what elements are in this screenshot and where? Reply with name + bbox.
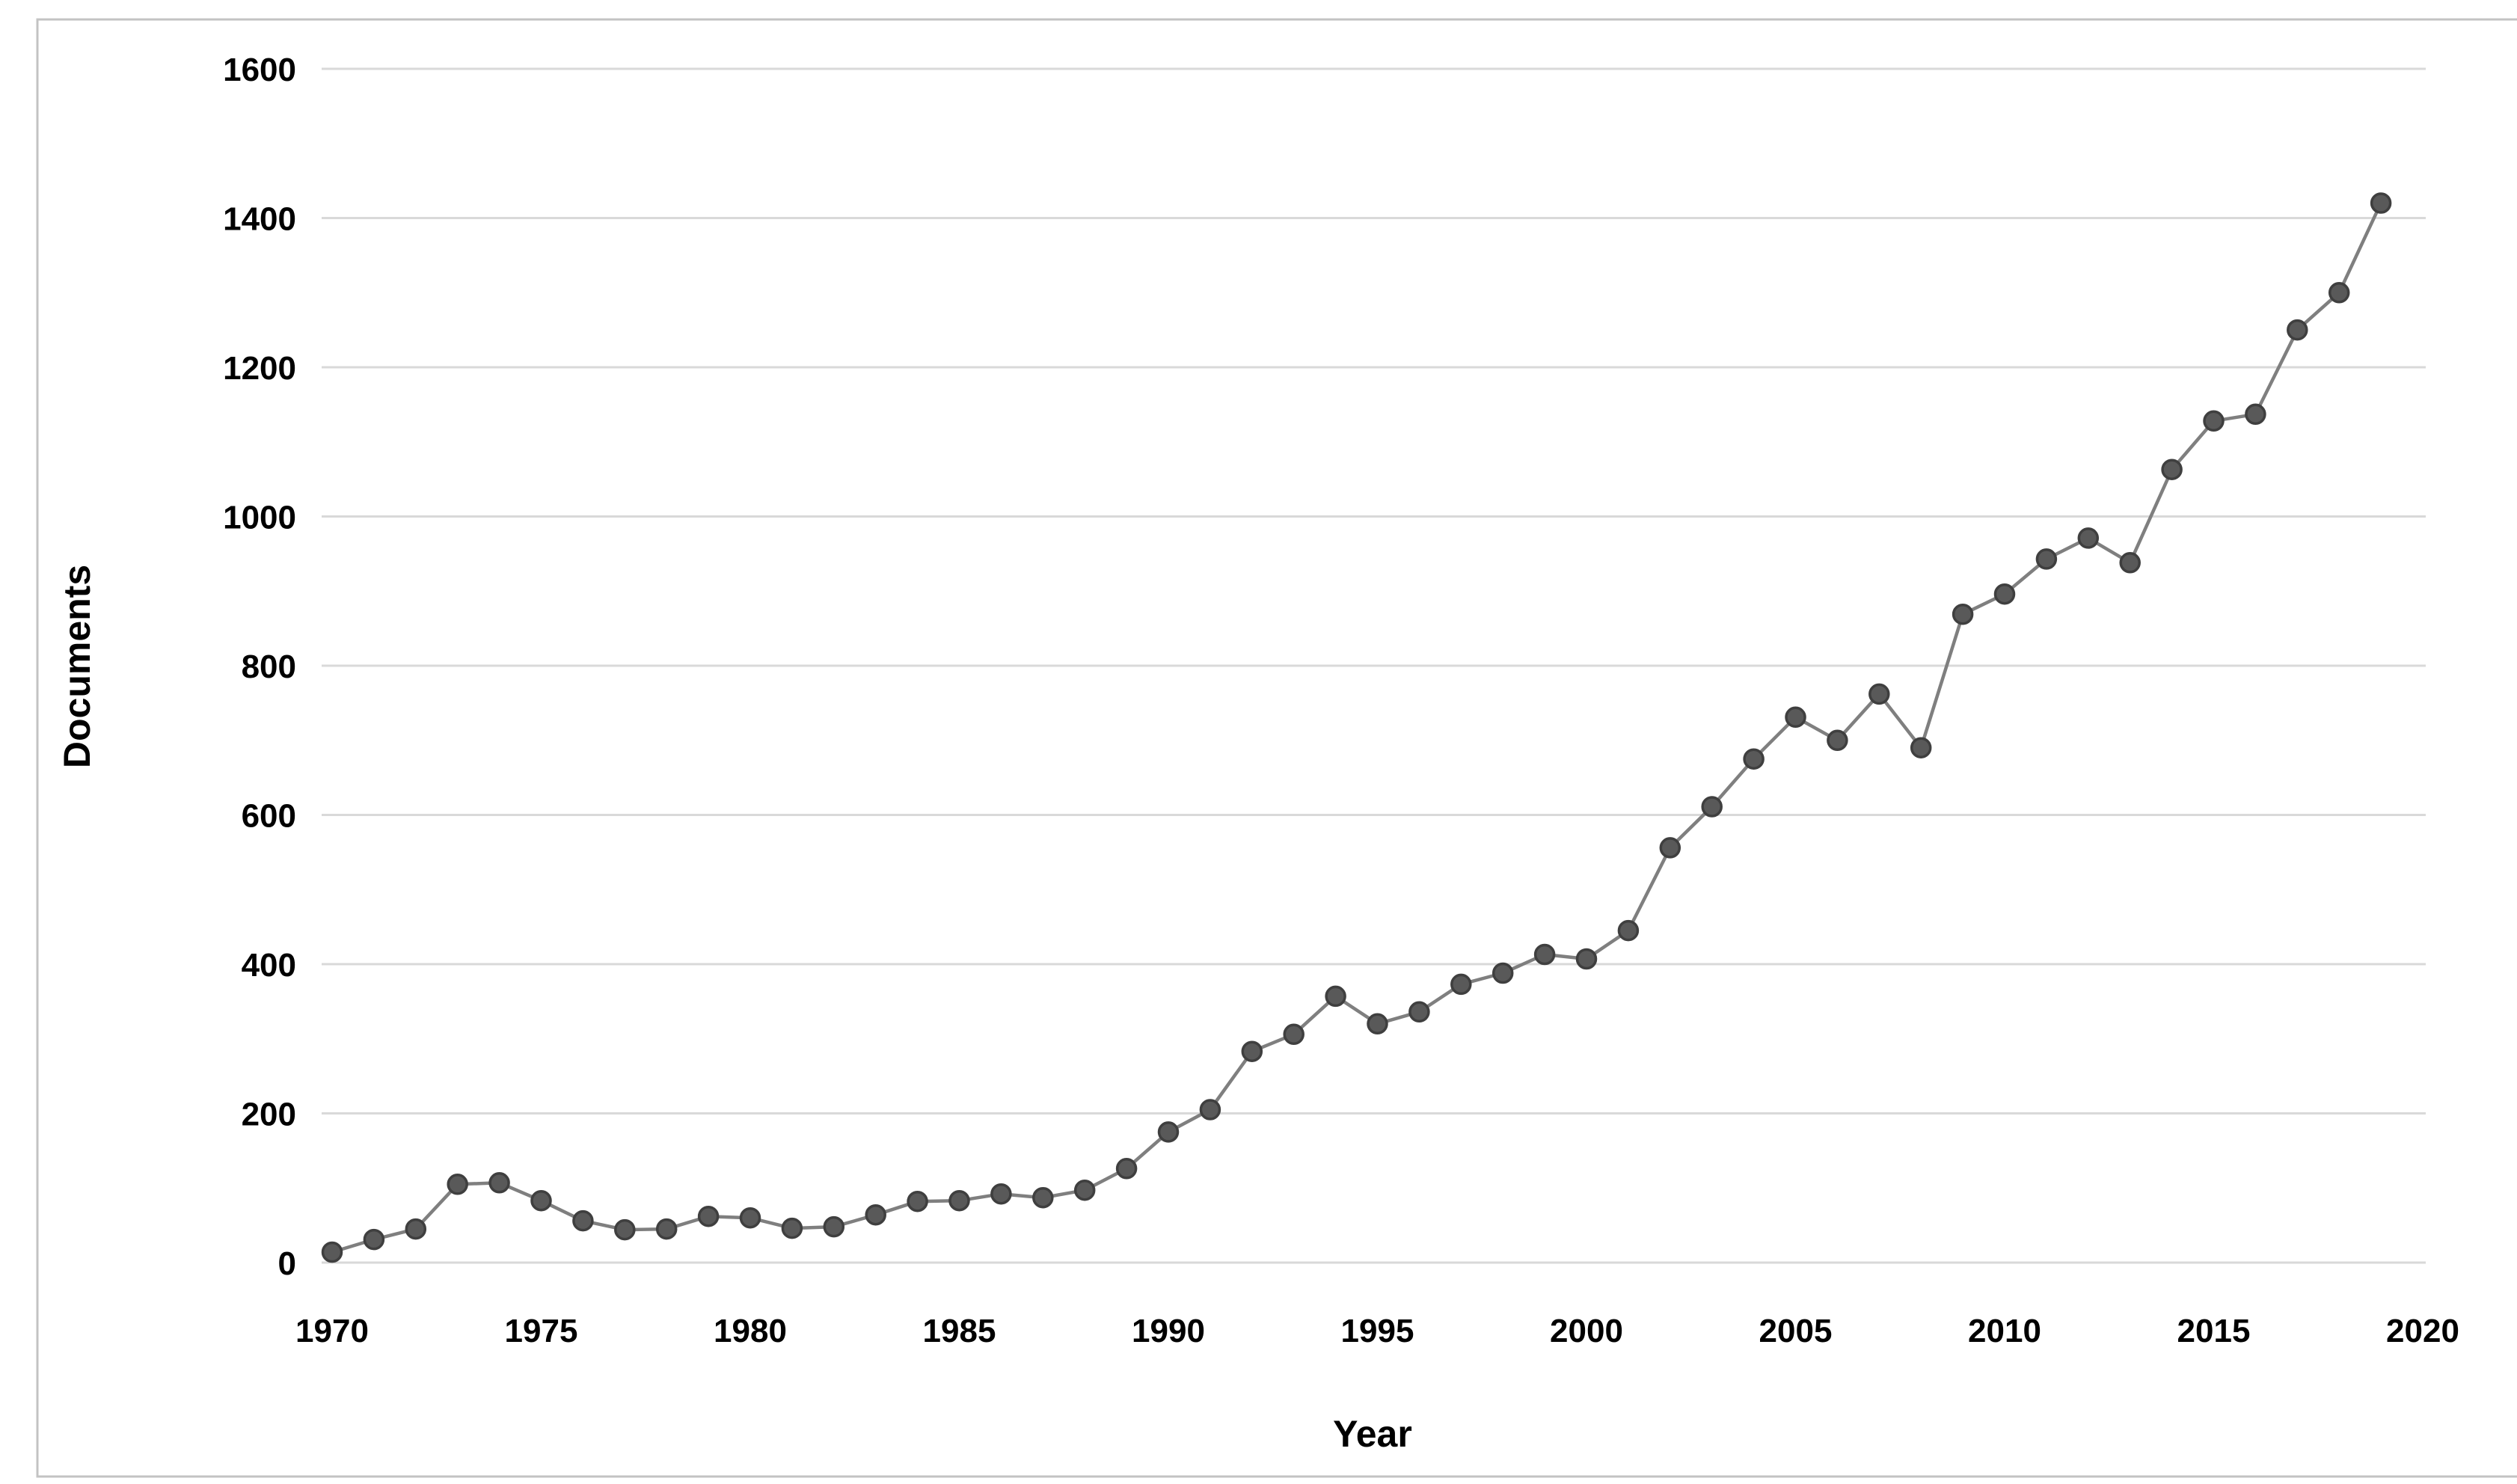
data-point-2011 (2035, 548, 2058, 570)
x-tick-label-2010: 2010 (1968, 1313, 2041, 1349)
data-point-1988 (1073, 1179, 1096, 1201)
data-point-2000 (1575, 948, 1598, 970)
x-axis-title: Year (1333, 1413, 1412, 1455)
data-point-1979 (697, 1205, 720, 1227)
data-point-1981 (781, 1217, 803, 1239)
data-point-2017 (2287, 319, 2308, 341)
data-point-1986 (990, 1183, 1012, 1205)
data-point-1997 (1450, 973, 1472, 996)
data-point-2010 (1993, 583, 2016, 605)
data-point-1970 (321, 1241, 343, 1263)
data-point-2014 (2161, 459, 2183, 480)
data-point-1975 (530, 1189, 552, 1212)
y-tick-label-0: 0 (278, 1245, 296, 1282)
x-tick-label-2015: 2015 (2177, 1313, 2251, 1349)
x-tick-label-2000: 2000 (1550, 1313, 1623, 1349)
y-tick-label-400: 400 (242, 947, 296, 984)
x-tick-label-1970: 1970 (295, 1313, 369, 1349)
y-tick-label-200: 200 (242, 1097, 296, 1133)
data-point-1993 (1283, 1023, 1305, 1046)
data-point-1980 (739, 1206, 761, 1229)
x-tick-label-2020: 2020 (2386, 1313, 2459, 1349)
data-point-1987 (1032, 1186, 1054, 1209)
data-point-1972 (405, 1218, 427, 1240)
data-point-2013 (2119, 552, 2141, 574)
data-point-1983 (865, 1204, 886, 1226)
data-point-1976 (572, 1209, 594, 1232)
data-point-2006 (1827, 729, 1848, 752)
gridlines-group (322, 67, 2426, 1264)
data-point-2003 (1701, 796, 1723, 818)
y-tick-label-600: 600 (242, 798, 296, 835)
data-point-1974 (488, 1172, 510, 1194)
data-point-1982 (823, 1215, 845, 1238)
data-point-2016 (2245, 403, 2266, 426)
y-tick-label-1200: 1200 (223, 350, 296, 387)
x-tick-label-1975: 1975 (505, 1313, 578, 1349)
data-point-2015 (2203, 410, 2225, 432)
data-point-2001 (1617, 919, 1640, 942)
data-point-2012 (2077, 527, 2100, 549)
documents-per-year-line-chart: 0 200 400 600 800 1000 1200 1400 1600 1970 1975 19… (30, 12, 2517, 1484)
y-tick-label-1400: 1400 (223, 201, 296, 238)
data-point-1978 (655, 1218, 678, 1240)
data-series-group (321, 192, 2392, 1263)
data-point-2009 (1952, 603, 1974, 625)
series-line (331, 202, 2383, 1254)
data-point-1984 (907, 1190, 928, 1212)
x-tick-labels-group: 1970 1975 1980 1985 1990 1995 2000 2005 2010 2015… (295, 1313, 2459, 1349)
data-point-1991 (1199, 1099, 1221, 1120)
data-point-1977 (614, 1218, 636, 1241)
data-point-1989 (1115, 1158, 1138, 1180)
data-point-1992 (1241, 1040, 1263, 1062)
x-tick-label-1995: 1995 (1341, 1313, 1414, 1349)
y-axis-title: Documents (56, 565, 98, 768)
data-point-1999 (1533, 943, 1556, 966)
data-point-1985 (948, 1189, 970, 1212)
y-tick-label-800: 800 (242, 649, 296, 685)
x-tick-label-1985: 1985 (923, 1313, 996, 1349)
x-tick-label-1980: 1980 (714, 1313, 787, 1349)
data-point-2018 (2328, 282, 2350, 304)
data-point-2004 (1743, 748, 1765, 770)
data-point-2007 (1868, 683, 1890, 705)
data-point-2002 (1659, 837, 1681, 859)
data-point-2008 (1910, 737, 1932, 758)
y-tick-labels-group: 0 200 400 600 800 1000 1200 1400 1600 (223, 52, 296, 1282)
data-point-1990 (1157, 1121, 1180, 1143)
y-tick-label-1600: 1600 (223, 52, 296, 88)
data-point-1973 (447, 1174, 468, 1195)
data-point-2019 (2370, 192, 2392, 214)
data-point-1998 (1492, 962, 1514, 984)
data-point-1996 (1408, 1001, 1430, 1023)
x-tick-label-2005: 2005 (1759, 1313, 1833, 1349)
y-tick-label-1000: 1000 (223, 500, 296, 536)
x-tick-label-1990: 1990 (1132, 1313, 1205, 1349)
chart-frame-border (36, 18, 2517, 1478)
data-point-1971 (363, 1228, 385, 1251)
data-point-1994 (1325, 985, 1346, 1008)
data-point-2005 (1785, 706, 1806, 729)
data-point-1995 (1367, 1013, 1388, 1035)
